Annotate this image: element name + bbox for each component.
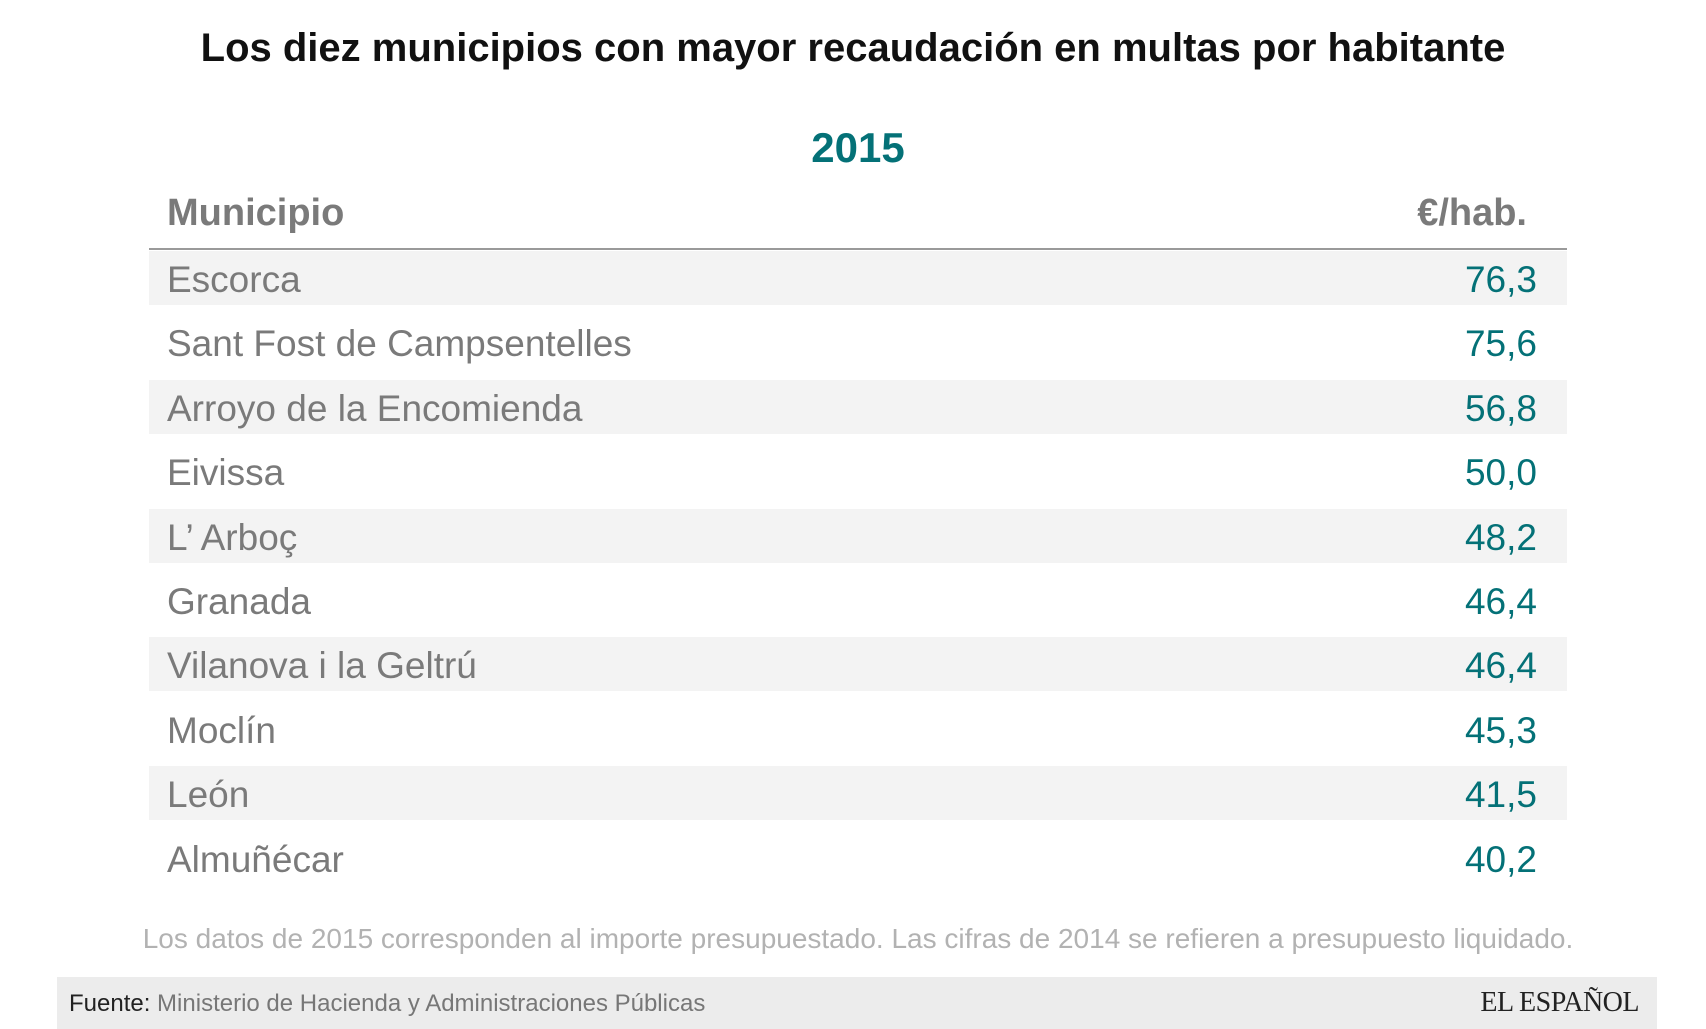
euros-per-inhabitant: 75,6 xyxy=(1464,323,1537,365)
footer-bar: Fuente: Ministerio de Hacienda y Adminis… xyxy=(57,977,1657,1029)
table-row: Sant Fost de Campsentelles 75,6 xyxy=(149,315,1567,379)
el-espanol-logo: EL ESPAÑOL xyxy=(1480,987,1639,1018)
column-header-municipio: Municipio xyxy=(167,192,345,234)
municipio-name: Sant Fost de Campsentelles xyxy=(167,323,632,365)
table-row: Granada 46,4 xyxy=(149,573,1567,637)
table-row: Vilanova i la Geltrú 46,4 xyxy=(149,637,1567,701)
table-row: Escorca 76,3 xyxy=(149,251,1567,315)
euros-per-inhabitant: 50,0 xyxy=(1464,452,1537,494)
column-header-value: €/hab. xyxy=(1417,192,1527,234)
municipio-name: Escorca xyxy=(167,259,301,300)
municipio-name: Granada xyxy=(167,580,311,622)
euros-per-inhabitant: 41,5 xyxy=(1464,774,1537,816)
euros-per-inhabitant: 46,4 xyxy=(1464,645,1537,687)
table-body: Escorca 76,3 Sant Fost de Campsentelles 75,… xyxy=(149,251,1567,895)
euros-per-inhabitant: 45,3 xyxy=(1464,709,1537,751)
euros-per-inhabitant: 46,4 xyxy=(1464,580,1537,622)
municipio-name: Eivissa xyxy=(167,452,285,494)
row-shading xyxy=(149,508,1567,563)
year-heading: 2015 xyxy=(811,124,905,171)
municipio-name: L’ Arboç xyxy=(167,516,298,558)
euros-per-inhabitant: 56,8 xyxy=(1464,387,1537,429)
municipio-name: Moclín xyxy=(167,709,276,751)
row-shading xyxy=(149,251,1567,305)
table-row: Moclín 45,3 xyxy=(149,702,1567,766)
source-label: Fuente: xyxy=(69,990,151,1017)
table-row: Arroyo de la Encomienda 56,8 xyxy=(149,379,1567,444)
table-row: L’ Arboç 48,2 xyxy=(149,508,1567,573)
row-shading xyxy=(149,766,1567,821)
row-shading xyxy=(149,379,1567,434)
source-text: Fuente: Ministerio de Hacienda y Adminis… xyxy=(69,990,705,1018)
table-row: Almuñécar 40,2 xyxy=(149,831,1567,895)
municipio-name: Almuñécar xyxy=(167,838,344,880)
table-header: Municipio €/hab. xyxy=(149,190,1567,250)
euros-per-inhabitant: 76,3 xyxy=(1464,259,1537,300)
euros-per-inhabitant: 40,2 xyxy=(1464,838,1537,880)
municipio-name: León xyxy=(167,774,250,816)
source-name: Ministerio de Hacienda y Administracione… xyxy=(150,990,706,1017)
footnote: Los datos de 2015 corresponden al import… xyxy=(142,923,1574,954)
municipio-name: Arroyo de la Encomienda xyxy=(167,387,583,429)
table-row: Eivissa 50,0 xyxy=(149,444,1567,508)
euros-per-inhabitant: 48,2 xyxy=(1464,516,1537,558)
page-title: Los diez municipios con mayor recaudació… xyxy=(200,26,1506,70)
table-row: León 41,5 xyxy=(149,766,1567,830)
municipio-name: Vilanova i la Geltrú xyxy=(167,645,477,687)
row-shading xyxy=(149,637,1567,692)
